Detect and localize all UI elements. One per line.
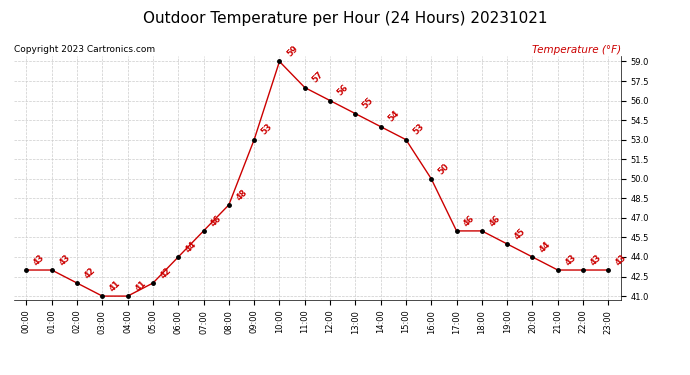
Text: 43: 43 [589,253,603,267]
Text: 43: 43 [57,253,72,267]
Text: 57: 57 [310,70,325,85]
Text: 43: 43 [614,253,629,267]
Text: 53: 53 [411,122,426,137]
Text: 54: 54 [386,109,401,124]
Text: Outdoor Temperature per Hour (24 Hours) 20231021: Outdoor Temperature per Hour (24 Hours) … [143,11,547,26]
Text: 59: 59 [285,44,299,58]
Text: 44: 44 [538,240,553,254]
Text: 48: 48 [235,188,249,202]
Text: 42: 42 [159,266,173,280]
Text: 41: 41 [133,279,148,293]
Text: 50: 50 [437,161,451,176]
Text: 46: 46 [462,213,477,228]
Text: 53: 53 [259,122,275,137]
Text: 46: 46 [209,213,224,228]
Text: 46: 46 [487,213,502,228]
Text: 44: 44 [184,240,199,254]
Text: 43: 43 [32,253,47,267]
Text: Copyright 2023 Cartronics.com: Copyright 2023 Cartronics.com [14,45,155,54]
Text: 56: 56 [335,83,351,98]
Text: 45: 45 [513,226,527,241]
Text: 41: 41 [108,279,123,293]
Text: 43: 43 [563,253,578,267]
Text: 42: 42 [83,266,97,280]
Text: Temperature (°F): Temperature (°F) [532,45,621,55]
Text: 55: 55 [361,96,375,111]
